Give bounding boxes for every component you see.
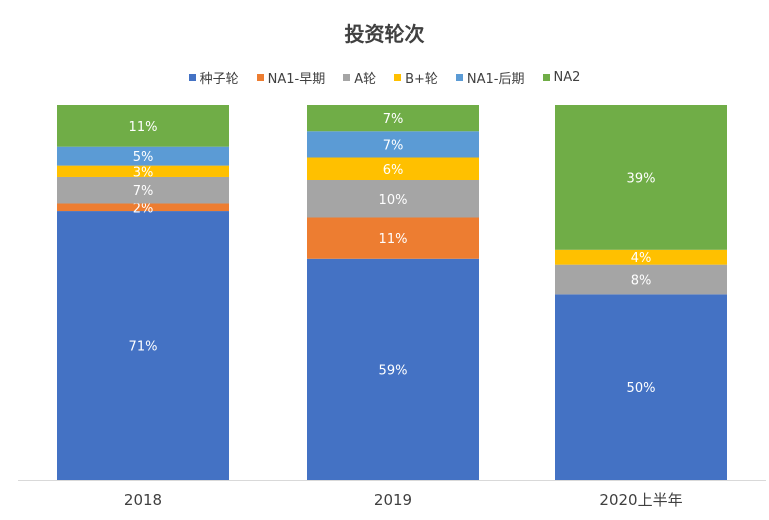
bar-segment (307, 105, 479, 132)
bar-segment (307, 157, 479, 180)
legend-swatch (343, 74, 351, 81)
legend-label: NA1-后期 (466, 72, 525, 87)
legend-label: NA2 (553, 70, 581, 85)
legend-item: NA1-早期 (256, 68, 326, 87)
bar-segment (307, 131, 479, 158)
bar-segment (555, 264, 727, 295)
legend-item: A轮 (343, 68, 376, 87)
data-label: 39% (627, 171, 656, 186)
legend-item: B+轮 (394, 68, 438, 87)
legend-swatch (542, 74, 550, 81)
data-label: 7% (383, 138, 404, 153)
data-label: 5% (133, 150, 154, 165)
data-label: 2% (133, 201, 154, 216)
data-label: 3% (133, 165, 154, 180)
bar-segment (307, 217, 479, 259)
data-label: 10% (379, 193, 408, 208)
data-label: 7% (133, 184, 154, 199)
bar-segment (555, 105, 727, 250)
bar-segment (307, 258, 479, 480)
legend-swatch (455, 74, 463, 81)
x-tick-label: 2020上半年 (599, 491, 682, 509)
legend-item: NA2 (542, 68, 581, 87)
data-label: 4% (631, 251, 652, 266)
bar-segment (555, 294, 727, 480)
x-tick-label: 2018 (124, 491, 162, 509)
legend-swatch (256, 74, 264, 81)
data-label: 7% (383, 112, 404, 127)
data-label: 71% (129, 340, 158, 355)
data-label: 50% (627, 381, 656, 396)
bar-segment (307, 180, 479, 218)
legend-item: NA1-后期 (455, 68, 525, 87)
bar-segment (57, 203, 229, 212)
bar-segment (57, 165, 229, 177)
legend-item: 种子轮 (188, 68, 239, 87)
bar-segment (57, 105, 229, 147)
legend-label: NA1-早期 (267, 72, 326, 87)
legend-swatch (394, 74, 402, 81)
bar-segment (57, 211, 229, 480)
legend-label: A轮 (354, 72, 377, 87)
x-tick-label: 2019 (374, 491, 412, 509)
legend: 种子轮 NA1-早期 A轮 B+轮 NA1-后期 NA2 (0, 68, 769, 87)
data-label: 11% (129, 120, 158, 135)
chart-title: 投资轮次 (344, 22, 425, 46)
data-label: 59% (379, 363, 408, 378)
legend-label: B+轮 (405, 72, 438, 87)
data-label: 11% (379, 232, 408, 247)
legend-swatch (188, 74, 196, 81)
bar-segment (555, 249, 727, 265)
legend-label: 种子轮 (199, 72, 239, 87)
bar-segment (57, 146, 229, 166)
data-label: 6% (383, 163, 404, 178)
data-label: 8% (631, 274, 652, 289)
bar-segment (57, 176, 229, 204)
